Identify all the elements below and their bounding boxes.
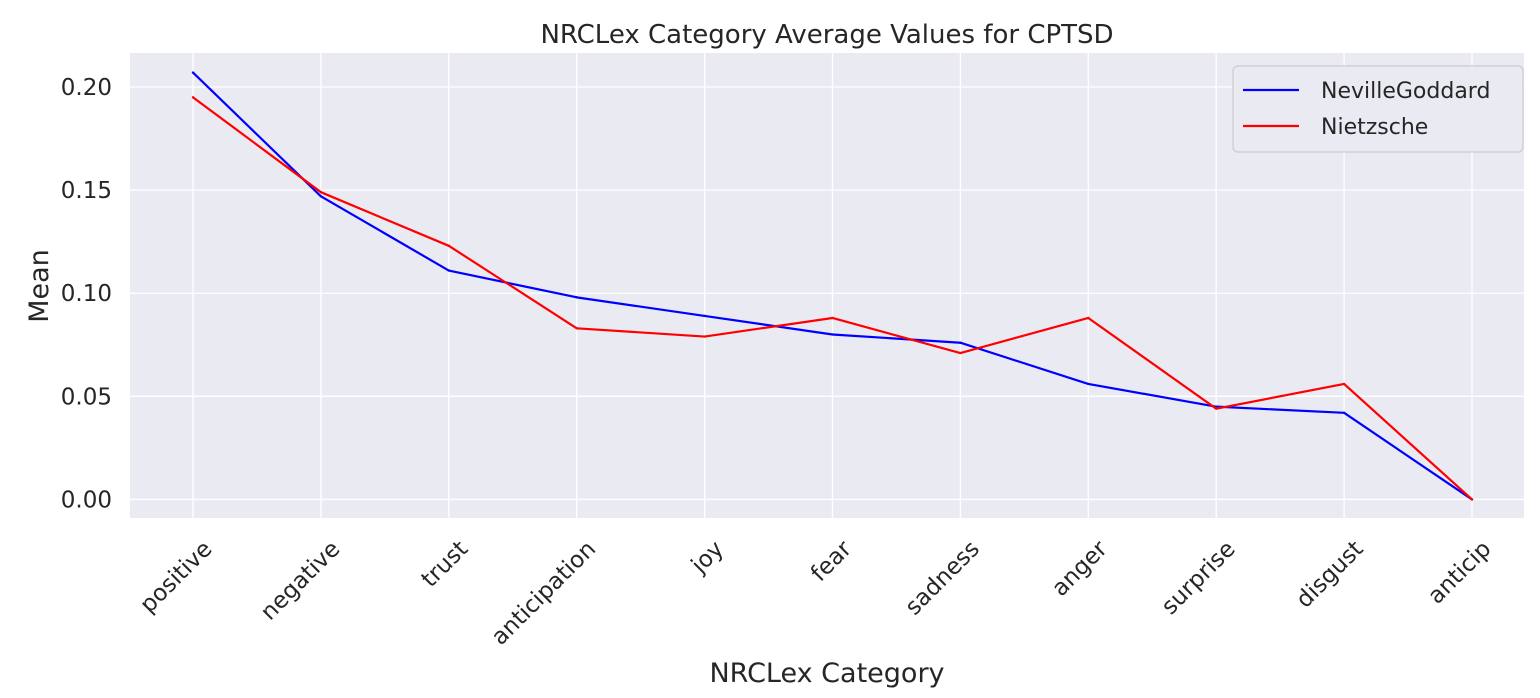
x-tick-label: sadness: [900, 536, 984, 620]
data-point-nevillegoddard: [831, 333, 834, 336]
x-tick-label: joy: [686, 536, 729, 579]
data-point-nevillegoddard: [1087, 382, 1090, 386]
data-point-nevillegoddard: [191, 71, 195, 74]
data-point-nietzsche: [959, 351, 962, 355]
x-tick-label: anger: [1047, 536, 1113, 602]
data-point-nietzsche: [575, 327, 578, 330]
x-tick-label: anticip: [1423, 536, 1496, 609]
x-tick-label: surprise: [1157, 536, 1241, 620]
y-tick-label: 0.00: [61, 487, 112, 513]
y-tick-label: 0.10: [61, 281, 112, 307]
data-point-nevillegoddard: [1342, 411, 1346, 415]
legend-box: [1232, 65, 1524, 153]
series-lines: [191, 71, 1474, 501]
data-point-nevillegoddard: [319, 195, 323, 198]
data-point-nietzsche: [1470, 498, 1474, 501]
data-point-nevillegoddard: [959, 341, 962, 344]
data-point-nevillegoddard: [447, 269, 450, 272]
grid-lines: [130, 53, 1524, 518]
x-tick-label: anticipation: [487, 536, 601, 650]
x-tick-label: positive: [135, 536, 217, 618]
x-tick-label: fear: [806, 536, 857, 587]
data-point-nevillegoddard: [575, 296, 578, 299]
legend: NevilleGoddard Nietzsche: [1232, 65, 1524, 153]
y-tick-label: 0.15: [61, 178, 112, 204]
data-point-nietzsche: [831, 316, 834, 320]
x-axis-label: NRCLex Category: [709, 658, 944, 689]
y-tick-label: 0.20: [61, 75, 112, 101]
data-point-nietzsche: [319, 190, 323, 194]
chart-title: NRCLex Category Average Values for CPTSD: [540, 20, 1113, 50]
y-tick-labels: 0.00 0.05 0.10 0.15 0.20: [61, 75, 112, 513]
x-tick-labels: positive negative trust anticipation joy fear…: [135, 536, 1496, 651]
data-point-nietzsche: [1087, 316, 1090, 320]
y-tick-label: 0.05: [61, 384, 112, 410]
x-tick-label: trust: [417, 536, 474, 593]
data-point-nietzsche: [1342, 382, 1346, 386]
data-point-nevillegoddard: [703, 314, 706, 318]
x-tick-label: disgust: [1291, 536, 1368, 613]
y-axis-label: Mean: [24, 249, 55, 323]
legend-label-nietzsche: Nietzsche: [1321, 115, 1428, 140]
data-point-nietzsche: [703, 335, 706, 338]
legend-label-nevillegoddard: NevilleGoddard: [1321, 79, 1490, 104]
data-point-nietzsche: [191, 96, 195, 99]
data-point-nietzsche: [1215, 407, 1218, 410]
data-point-nietzsche: [447, 244, 450, 248]
x-tick-label: negative: [256, 536, 346, 626]
